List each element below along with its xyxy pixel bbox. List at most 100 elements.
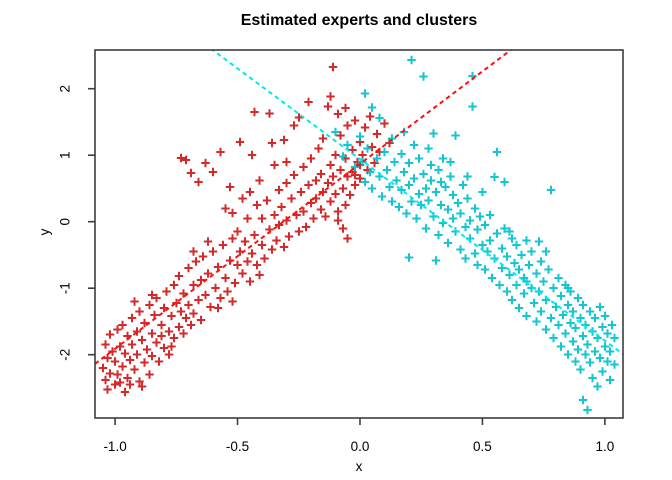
data-point [443,205,453,214]
data-point [181,313,191,323]
data-point [247,150,257,160]
data-point [228,208,237,218]
data-point [120,387,130,397]
expert-line-cyan [211,50,623,355]
data-point [299,207,308,216]
data-point [301,222,311,232]
data-point [125,380,135,389]
data-point [568,307,578,316]
data-point [434,165,443,175]
data-point [296,187,306,197]
data-point [172,298,181,308]
data-point [394,202,404,212]
data-point [514,265,524,274]
data-point [412,214,421,223]
data-point [461,222,470,232]
data-point [157,320,166,330]
data-point [223,287,232,296]
data-point [532,317,541,326]
data-point [252,200,262,210]
x-tick-label: 0.0 [351,439,370,454]
data-point [323,102,333,111]
y-tick-label: -2 [58,349,73,361]
data-point [536,257,546,266]
data-point [397,185,406,195]
data-point [505,227,514,236]
data-point [343,140,352,150]
data-point [228,297,237,306]
data-point [500,224,509,233]
data-point [507,295,517,305]
data-point [157,331,166,341]
data-point [314,144,323,153]
data-point [118,320,127,330]
data-point [448,190,458,200]
data-point [267,138,277,148]
data-point [103,353,112,363]
data-point [343,121,352,130]
data-point [137,382,147,391]
cluster-red [98,62,394,397]
data-point [595,353,605,363]
data-point [282,216,291,225]
data-point [512,280,521,290]
data-point [142,345,152,354]
chart-title: Estimated experts and clusters [240,12,478,29]
data-point [355,132,365,141]
data-point [203,269,213,278]
data-point [397,149,406,159]
data-point [167,311,176,321]
data-point [583,405,592,415]
data-point [576,365,585,374]
data-point [338,152,348,161]
data-point [595,302,605,312]
data-point [147,329,157,338]
data-point [132,327,142,336]
data-point [154,357,164,366]
data-point [238,194,247,203]
data-point [245,187,255,197]
data-point [409,140,419,150]
data-point [145,370,154,379]
data-point [105,330,115,339]
data-point [380,119,389,128]
data-point [578,331,588,341]
data-point [120,349,130,358]
data-point [147,351,157,361]
data-point [350,180,360,190]
data-point [323,178,333,188]
data-point [152,293,161,303]
data-point [431,187,441,197]
data-point [558,310,568,320]
data-point [316,169,326,179]
data-point [419,72,428,81]
data-point [184,263,193,273]
data-point [463,194,472,203]
data-point [372,129,382,139]
scatter-points-layer [98,55,619,415]
data-point [194,177,203,187]
data-point [402,209,411,218]
cluster-cyan [331,55,619,415]
data-point [336,165,345,175]
expert-lines-layer [95,50,623,365]
data-point [333,216,343,225]
data-point [289,121,299,130]
data-point [328,62,338,72]
data-point [593,382,602,391]
data-point [409,174,419,183]
data-point [367,184,377,193]
data-point [465,216,475,225]
data-point [255,270,264,280]
data-point [549,283,558,293]
data-point [218,240,228,250]
data-point [392,176,401,185]
data-point [451,131,460,140]
data-point [607,320,617,330]
data-point [421,184,431,193]
data-point [497,244,507,253]
data-point [147,290,157,300]
data-point [399,167,409,177]
data-point [365,112,375,121]
data-point [98,363,108,373]
